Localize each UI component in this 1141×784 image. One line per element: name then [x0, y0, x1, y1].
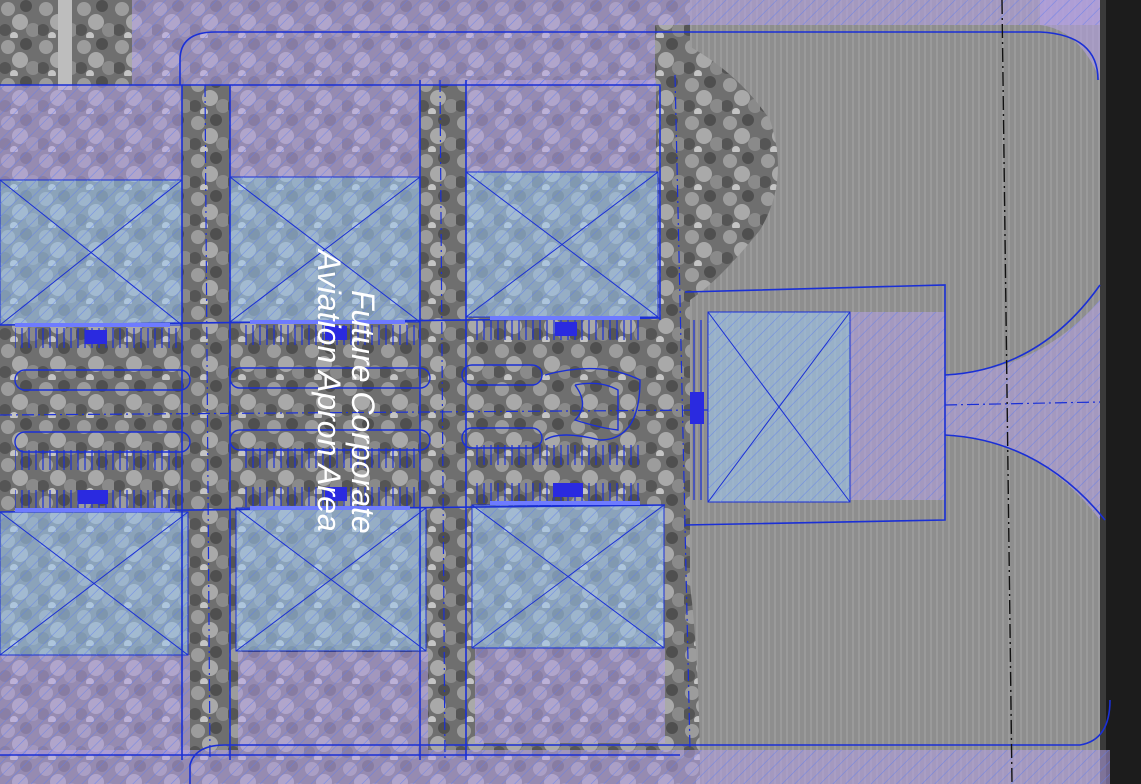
pad-diagonals — [0, 171, 851, 656]
runway-shoulder — [1100, 0, 1106, 784]
apron-lines — [15, 316, 640, 512]
runway-edge — [1105, 0, 1141, 784]
label-line-1: Future Corporate — [345, 290, 381, 534]
area-label: Future Corporate Aviation Apron Area — [311, 248, 381, 534]
handicap-stalls — [78, 322, 704, 504]
runway-centerline — [1001, 0, 1013, 784]
label-line-2: Aviation Apron Area — [311, 248, 347, 532]
tree-line — [655, 30, 778, 784]
centerlines — [0, 74, 1101, 761]
purple-hatch — [0, 0, 1110, 784]
road-strip — [58, 0, 72, 90]
plan-linework — [0, 31, 1111, 784]
